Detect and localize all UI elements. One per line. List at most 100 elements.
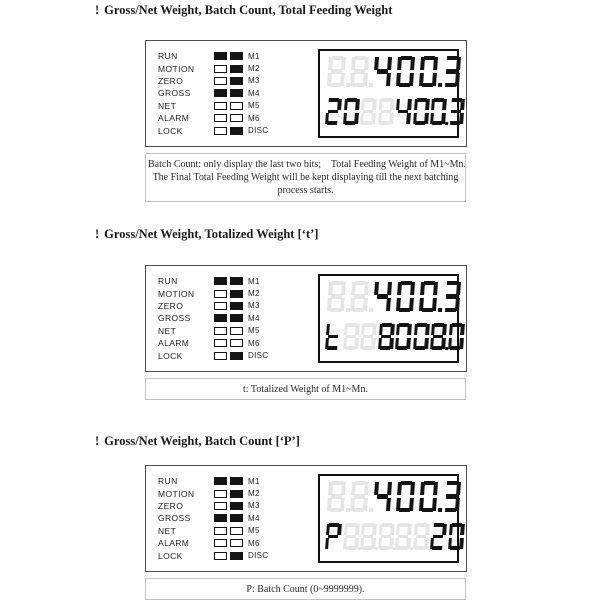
- segment-d: [329, 82, 342, 87]
- segment-e: [412, 113, 417, 124]
- segment-d: [352, 82, 365, 87]
- led-label: ZERO: [158, 300, 184, 311]
- segment-e: [342, 338, 347, 349]
- segment-f: [361, 324, 365, 335]
- manual-section: ! Gross/Net Weight, Batch Count, Total Fe…: [0, 3, 600, 202]
- zero-led-right: [230, 76, 243, 85]
- segment-g: [433, 334, 444, 339]
- led-tag: M4: [248, 88, 260, 98]
- led-tag: M1: [248, 476, 260, 486]
- gross-led-left: [214, 89, 227, 98]
- segment-f: [378, 324, 383, 335]
- seven-segment-display: [318, 49, 464, 138]
- lock-led-left: [214, 351, 227, 360]
- section-heading-text: Gross/Net Weight, Totalized Weight [‘t’]: [104, 227, 319, 241]
- ghost-digit: [342, 323, 359, 350]
- caption-line: The Final Total Feeding Weight will be k…: [152, 172, 459, 184]
- segment-d: [444, 507, 457, 512]
- segment-f: [351, 482, 356, 495]
- segment-d: [397, 546, 408, 550]
- led-row: RUN M1: [158, 50, 268, 62]
- net-led-left: [214, 326, 227, 335]
- clipped-list-marker-icon: !: [95, 3, 100, 17]
- segment-f: [326, 524, 330, 535]
- segment-f: [397, 57, 402, 70]
- led-label: GROSS: [158, 513, 191, 524]
- led-tag: M2: [248, 64, 260, 74]
- segment-g: [328, 334, 339, 339]
- gross-led-right: [230, 314, 243, 323]
- segment-b: [337, 524, 342, 535]
- led-row: LOCK DISC: [158, 549, 268, 561]
- display-row-top: [327, 281, 461, 312]
- clipped-list-marker-icon: !: [95, 227, 100, 241]
- lit-digit: [419, 281, 442, 312]
- segment-f: [374, 482, 379, 495]
- segment-b: [456, 282, 461, 295]
- lit-digit: [447, 523, 464, 550]
- seven-segment-display: [318, 474, 464, 563]
- segment-f: [328, 57, 333, 70]
- led-label: MOTION: [158, 488, 195, 499]
- segment-g: [433, 534, 444, 539]
- indicator-panel: RUN M1 MOTION M2 ZERO M3 GROSS M4 NET M5 ALARM M6 LO…: [145, 465, 467, 572]
- ghost-digit: [350, 481, 373, 512]
- segment-f: [431, 99, 435, 110]
- ghost-digit: [377, 98, 394, 125]
- led-row: RUN M1: [158, 275, 268, 287]
- segment-d: [432, 121, 443, 125]
- led-row: ALARM M6: [158, 537, 268, 549]
- led-label: GROSS: [158, 313, 191, 324]
- alarm-led-right: [230, 539, 243, 548]
- lit-digit: [373, 281, 392, 312]
- alarm-led-left: [214, 114, 227, 123]
- net-led-right: [230, 101, 243, 110]
- gross-led-left: [214, 314, 227, 323]
- ghost-digit: [377, 523, 396, 550]
- led-row: GROSS M4: [158, 512, 268, 524]
- led-tag: M3: [248, 501, 260, 511]
- segment-d: [362, 546, 373, 550]
- led-tag: M6: [248, 113, 260, 123]
- segment-b: [407, 324, 412, 335]
- segment-d: [398, 507, 411, 512]
- segment-b: [460, 99, 464, 110]
- segment-d: [352, 507, 365, 512]
- led-row: LOCK DISC: [158, 124, 268, 136]
- segment-d: [444, 82, 457, 87]
- segment-b: [407, 99, 412, 110]
- alarm-led-right: [230, 339, 243, 348]
- ghost-digit: [395, 523, 414, 550]
- led-tag: DISC: [248, 126, 269, 136]
- led-tag: M1: [248, 276, 260, 286]
- segment-b: [442, 324, 447, 335]
- segment-g: [328, 534, 339, 539]
- run-led-right: [230, 477, 243, 486]
- segment-b: [390, 99, 394, 110]
- led-label: ZERO: [158, 500, 184, 511]
- ghost-digit: [327, 281, 350, 312]
- led-row: NET M5: [158, 325, 268, 337]
- led-tag: M2: [248, 289, 260, 299]
- segment-b: [410, 282, 415, 295]
- segment-b: [341, 482, 346, 495]
- lit-digit: [325, 523, 342, 550]
- segment-f: [420, 57, 425, 70]
- segment-d: [421, 507, 434, 512]
- gross-led-right: [230, 514, 243, 523]
- segment-g: [353, 494, 366, 499]
- zero-led-left: [214, 301, 227, 310]
- segment-f: [396, 524, 400, 535]
- section-heading: ! Gross/Net Weight, Totalized Weight [‘t’…: [95, 227, 600, 243]
- segment-b: [407, 524, 412, 535]
- segment-d: [444, 307, 457, 312]
- section-heading: ! Gross/Net Weight, Batch Count, Total Fe…: [95, 3, 600, 19]
- segment-b: [355, 324, 359, 335]
- segment-e: [447, 338, 452, 349]
- led-label: GROSS: [158, 88, 191, 99]
- led-row: ALARM M6: [158, 112, 268, 124]
- segment-f: [343, 99, 348, 110]
- run-led-right: [230, 277, 243, 286]
- segment-d: [398, 82, 411, 87]
- segment-b: [425, 99, 429, 110]
